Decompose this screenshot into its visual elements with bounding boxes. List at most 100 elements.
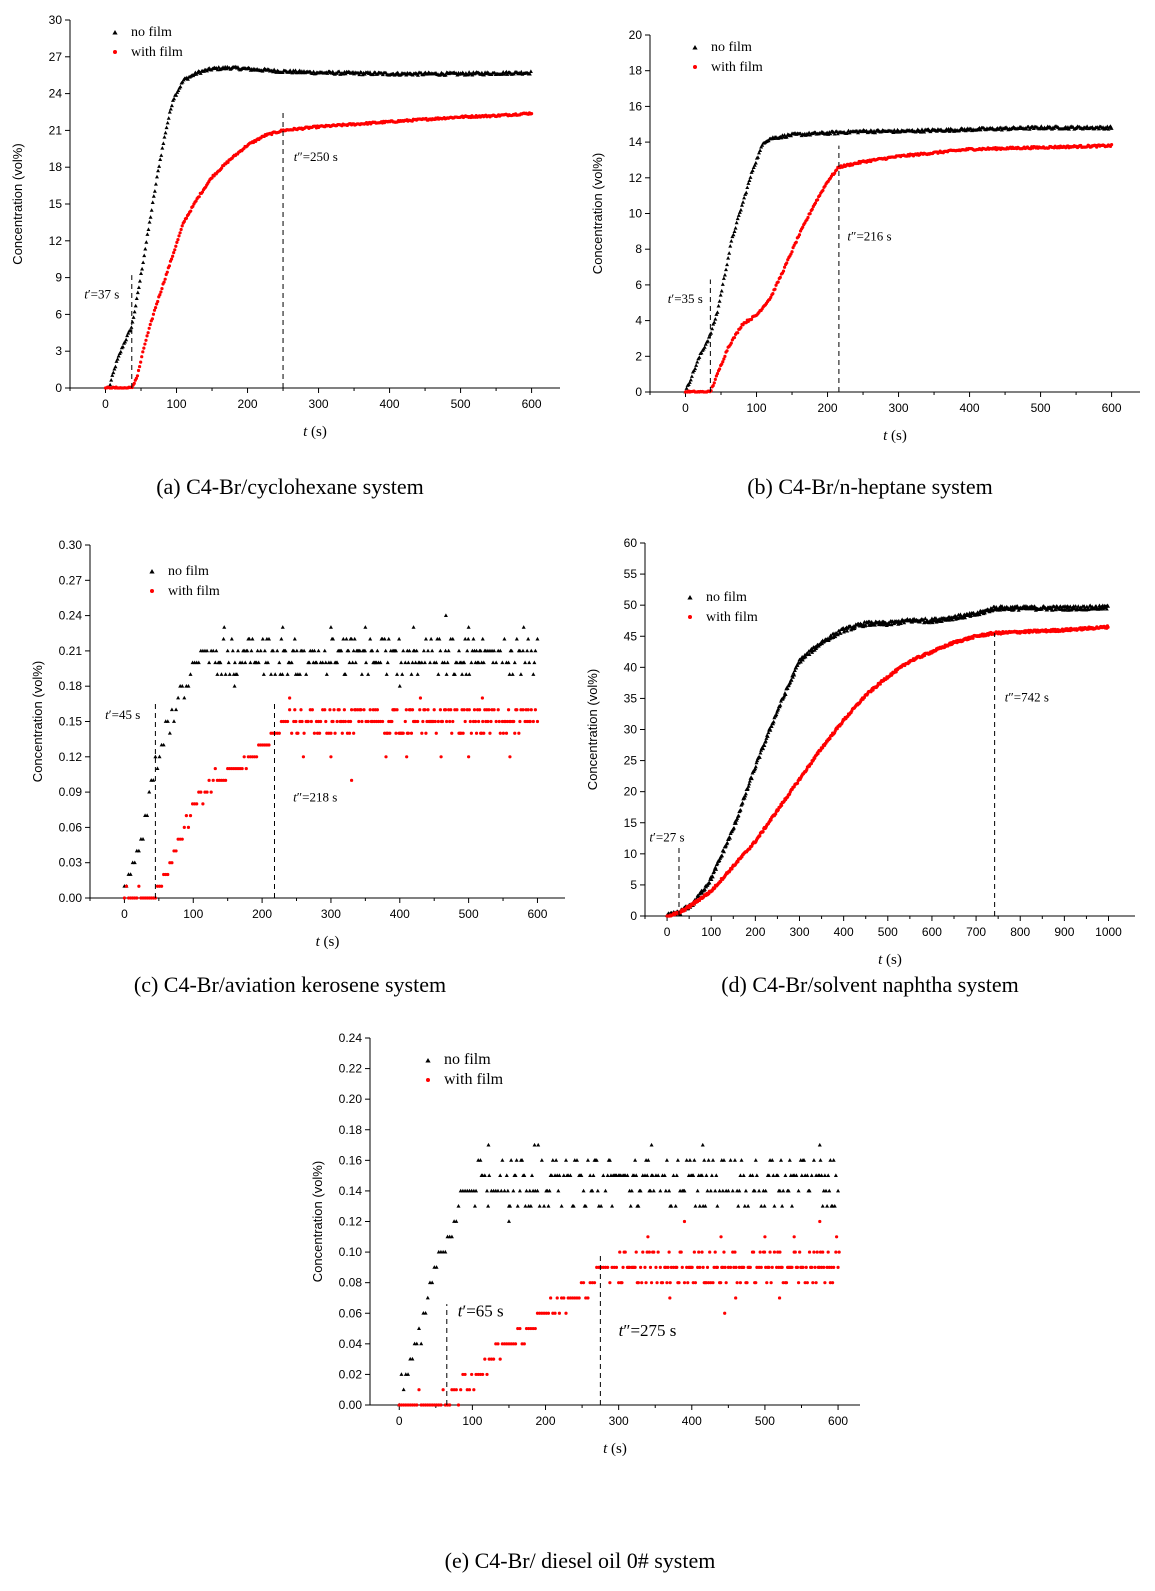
data-point: [780, 803, 784, 807]
y-tick-label: 0.16: [339, 1153, 363, 1167]
x-axis-label: t (s): [878, 952, 902, 968]
data-point: [500, 660, 505, 665]
data-point: [706, 1158, 711, 1162]
data-point: [729, 239, 734, 243]
y-tick-label: 0.03: [59, 856, 83, 870]
data-point: [482, 1173, 487, 1178]
data-point: [417, 1388, 421, 1392]
data-point: [577, 1296, 581, 1300]
data-point: [773, 287, 777, 291]
data-point: [456, 1204, 461, 1208]
data-point: [817, 1265, 822, 1269]
x-tick-label: 0: [664, 925, 671, 939]
data-point: [139, 360, 143, 364]
data-point: [494, 1342, 498, 1346]
data-point: [280, 70, 285, 75]
data-point: [426, 1403, 430, 1407]
data-point: [669, 1204, 674, 1208]
data-point: [836, 1188, 841, 1193]
data-point: [162, 134, 167, 139]
data-point: [743, 791, 748, 796]
data-point: [721, 360, 725, 364]
data-point: [418, 708, 422, 712]
data-point: [232, 660, 237, 665]
data-point: [277, 660, 282, 665]
data-point: [725, 840, 730, 845]
data-point: [527, 1326, 531, 1331]
data-point: [165, 270, 169, 274]
data-point: [489, 1357, 494, 1361]
data-point: [669, 1265, 673, 1269]
data-point: [108, 382, 113, 387]
data-point: [714, 312, 719, 316]
data-point: [404, 1403, 408, 1407]
data-point: [692, 1250, 696, 1254]
data-point: [726, 1188, 731, 1193]
data-point: [741, 200, 746, 204]
data-point: [853, 624, 858, 629]
data-point: [796, 1188, 801, 1193]
data-point: [733, 821, 738, 825]
series-no-film: [107, 64, 533, 389]
data-point: [930, 620, 935, 625]
data-point: [470, 72, 475, 77]
data-point: [418, 696, 423, 700]
chart-panel-b: 0 2 4 6 8 10 12 14 16 18 20 0 100 200 300 400 500 600 Conc…: [580, 0, 1155, 460]
data-point: [213, 660, 218, 665]
data-point: [316, 648, 321, 653]
data-point: [159, 290, 163, 294]
data-point: [752, 163, 757, 167]
data-point: [362, 708, 366, 712]
data-point: [364, 660, 369, 665]
data-point: [151, 194, 156, 198]
data-point: [638, 1188, 643, 1193]
data-point: [150, 200, 155, 204]
data-point: [409, 731, 414, 735]
data-point: [781, 1188, 786, 1193]
legend-label: with film: [711, 60, 763, 75]
time-marker-label: t′=35 s: [668, 291, 703, 306]
x-tick-label: 500: [755, 1414, 775, 1428]
data-point: [110, 373, 115, 377]
data-point: [612, 1265, 616, 1269]
data-point: [664, 1265, 668, 1269]
data-point: [527, 71, 532, 76]
data-point: [803, 1281, 807, 1285]
y-tick-label: 0.00: [59, 891, 83, 905]
data-point: [269, 672, 274, 676]
data-point: [638, 1265, 643, 1269]
data-point: [157, 164, 162, 168]
data-point: [794, 1173, 799, 1178]
data-point: [807, 1250, 812, 1254]
data-point: [186, 825, 191, 829]
data-point: [136, 848, 141, 853]
data-point: [732, 229, 737, 234]
data-point: [142, 346, 146, 350]
data-point: [687, 1158, 692, 1162]
data-point: [165, 719, 170, 723]
data-point: [777, 1265, 781, 1269]
data-point: [817, 1142, 822, 1147]
y-tick-label: 5: [630, 878, 637, 892]
data-point: [505, 72, 510, 76]
data-point: [300, 719, 304, 724]
data-point: [283, 648, 288, 653]
data-point: [302, 648, 307, 653]
data-point: [1073, 604, 1078, 608]
x-axis-label: t (s): [883, 428, 907, 444]
data-point: [549, 1296, 553, 1300]
y-axis-label: Concentration (vol%): [585, 669, 600, 790]
data-point: [882, 622, 887, 627]
data-point: [562, 1296, 566, 1300]
data-point: [667, 1188, 672, 1193]
data-point: [734, 220, 739, 225]
data-point: [740, 800, 745, 805]
data-point: [146, 227, 151, 231]
data-point: [717, 299, 722, 303]
data-point: [1053, 607, 1058, 612]
data-point: [778, 699, 783, 703]
data-point: [353, 660, 358, 665]
data-point: [794, 665, 799, 670]
data-point: [518, 1326, 522, 1331]
data-point: [521, 648, 526, 653]
